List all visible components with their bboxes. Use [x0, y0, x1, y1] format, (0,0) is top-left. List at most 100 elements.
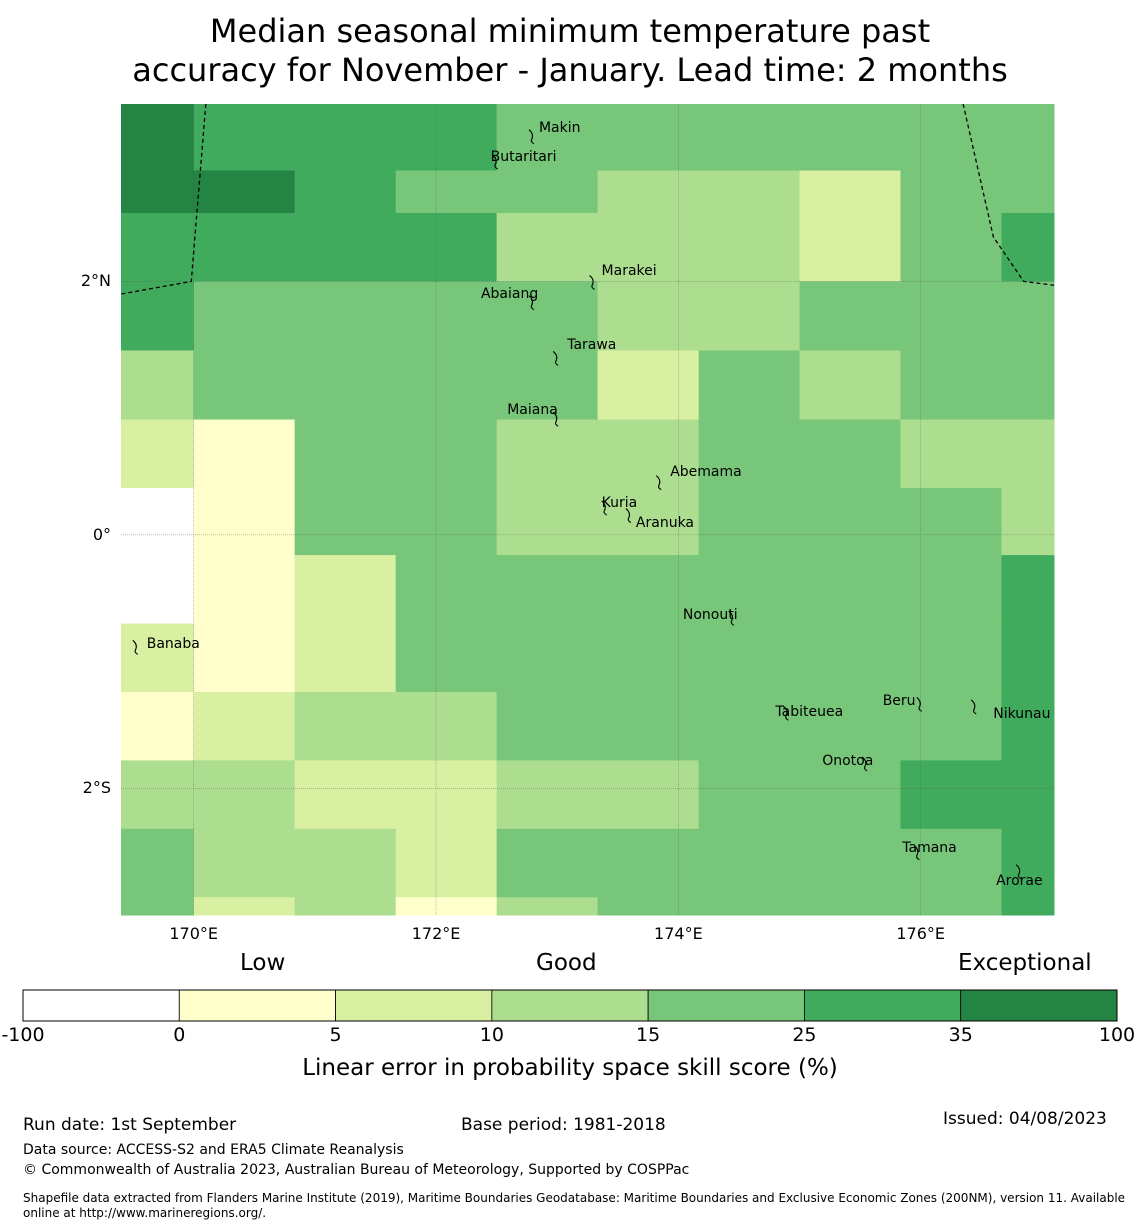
grid-cell — [193, 760, 296, 830]
island-outline — [528, 129, 535, 145]
place-label: Makin — [538, 119, 581, 136]
y-tick-label: 0° — [92, 524, 111, 544]
grid-cell — [900, 760, 1003, 830]
grid-cell — [294, 350, 397, 421]
grid-cell — [193, 212, 296, 282]
colorbar-frame — [22, 989, 1118, 1022]
place-label: Kuria — [601, 494, 638, 511]
place-label: Abaiang — [480, 285, 539, 302]
grid-cell — [395, 487, 498, 556]
island-outline — [625, 508, 632, 524]
grid-cell — [121, 419, 195, 489]
grid-cell — [496, 281, 599, 351]
island-outline — [552, 411, 559, 427]
colorbar-tick-label: 25 — [792, 1024, 817, 1046]
y-tick-label: 2°S — [82, 778, 111, 798]
x-tick-label: 174°E — [654, 924, 703, 943]
place-label: Nonouti — [682, 607, 738, 624]
grid-cell — [121, 555, 195, 625]
colorbar-tick-label: 100 — [1098, 1024, 1136, 1046]
grid-cell — [294, 828, 397, 898]
place-label: Arorae — [996, 872, 1043, 889]
grid-cell — [698, 828, 801, 898]
island-outline — [970, 699, 977, 715]
grid-cell — [395, 170, 498, 214]
grid-cell — [698, 691, 801, 761]
grid-cell — [121, 828, 195, 898]
colorbar-segment — [22, 989, 180, 1022]
grid-cell — [1001, 487, 1055, 556]
grid-cell — [1001, 281, 1055, 351]
grid-cell — [496, 419, 599, 489]
place-label: Onotoa — [822, 752, 874, 769]
colorbar-segment — [804, 989, 962, 1022]
grid-cell — [395, 691, 498, 761]
island-outline — [492, 154, 498, 170]
eez-boundary-line — [120, 103, 207, 295]
grid-cell — [900, 555, 1003, 625]
grid-cell — [294, 419, 397, 489]
grid-cell — [395, 104, 498, 172]
grid-cell — [799, 623, 901, 693]
island-outline — [528, 295, 535, 311]
colorbar-segment — [647, 989, 805, 1022]
grid-cell — [193, 828, 296, 898]
grid-cell — [799, 419, 901, 489]
grid-cell — [597, 828, 700, 898]
grid-cell — [496, 828, 599, 898]
grid-cell — [193, 623, 296, 693]
grid-cell — [496, 170, 599, 214]
colorbar-tick-label: 0 — [173, 1024, 186, 1046]
skill-grid — [121, 104, 1055, 916]
grid-cell — [597, 170, 700, 214]
grid-cell — [395, 350, 498, 421]
grid-cell — [597, 897, 700, 916]
grid-cell — [294, 760, 397, 830]
place-label: Abemama — [670, 463, 742, 480]
eez-boundaries — [120, 103, 1055, 295]
grid-cell — [395, 281, 498, 351]
colorbar-category-low: Low — [240, 950, 286, 976]
grid-cell — [1001, 897, 1055, 916]
grid-cell — [597, 555, 700, 625]
colorbar-tick-label: 10 — [479, 1024, 504, 1046]
grid-cell — [799, 555, 901, 625]
colorbar-tick-label: 5 — [329, 1024, 342, 1046]
grid-cell — [395, 212, 498, 282]
grid-cell — [294, 281, 397, 351]
colorbar — [22, 989, 1118, 1022]
grid-cell — [698, 212, 801, 282]
grid-cell — [496, 212, 599, 282]
graticule — [121, 104, 1054, 915]
grid-cell — [294, 104, 397, 172]
grid-cell — [900, 350, 1003, 421]
grid-cell — [799, 170, 901, 214]
copyright: © Commonwealth of Australia 2023, Austra… — [23, 1162, 690, 1178]
place-label: Nikunau — [993, 705, 1051, 722]
place-label: Tarawa — [567, 337, 617, 354]
issued-date: Issued: 04/08/2023 — [943, 1109, 1107, 1129]
x-tick-label: 172°E — [411, 924, 461, 943]
grid-cell — [698, 555, 801, 625]
place-label: Aranuka — [635, 514, 695, 531]
grid-cell — [193, 170, 296, 214]
x-tick-label: 170°E — [169, 924, 219, 943]
grid-cell — [193, 487, 296, 556]
island-outlines — [132, 129, 1022, 880]
grid-cell — [1001, 760, 1055, 830]
colorbar-segment — [178, 989, 336, 1022]
grid-cell — [597, 623, 700, 693]
grid-cell — [121, 281, 195, 351]
colorbar-tick-label: -100 — [1, 1024, 45, 1046]
grid-cell — [121, 212, 195, 282]
grid-cell — [294, 487, 397, 556]
grid-cell — [121, 104, 195, 172]
grid-cell — [496, 350, 599, 421]
grid-cell — [121, 691, 195, 761]
colorbar-segment — [491, 989, 649, 1022]
island-outline — [132, 639, 139, 655]
grid-cell — [294, 897, 397, 916]
place-label: Marakei — [601, 263, 657, 280]
grid-cell — [799, 828, 901, 898]
grid-cell — [698, 281, 801, 351]
